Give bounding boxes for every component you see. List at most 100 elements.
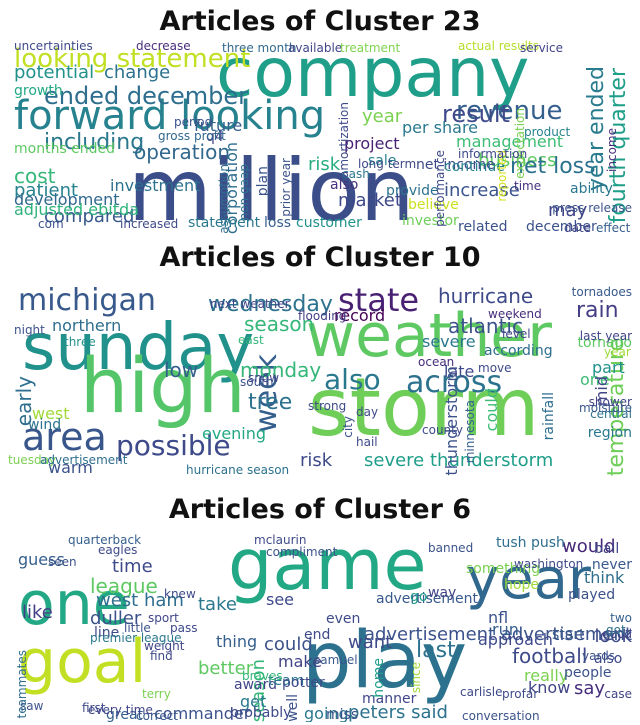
cloud-word: months ended [14, 141, 116, 157]
cloud-word: tree [248, 390, 293, 415]
cloud-word: increased [120, 217, 179, 231]
cloud-word: part [592, 358, 625, 377]
cloud-word: never [591, 557, 632, 573]
cloud-panel-1: Articles of Cluster 23 million company for… [0, 0, 640, 236]
cloud-word: quarterback [68, 533, 142, 547]
cloud-word: game [228, 530, 427, 606]
cloud-word: wind [28, 417, 62, 433]
cloud-word: investor [402, 213, 459, 229]
cloud-word: also [324, 363, 381, 396]
cloud-word: great [106, 707, 144, 722]
cloud-word: washington [514, 557, 584, 571]
cloud-word: performance [433, 150, 447, 227]
cloud-word: loss [264, 215, 292, 231]
cloud-word: potter [282, 675, 325, 691]
cloud-word: hail [356, 435, 378, 449]
cloud-word: home [371, 658, 387, 698]
cloud-word: revenue [456, 96, 563, 126]
cloud-word: tornado [577, 335, 632, 351]
cloud-word: looking statement [14, 44, 251, 74]
cloud-word: hurricane [438, 284, 534, 308]
cloud-word: say [574, 678, 606, 699]
cloud-word: investment [110, 176, 201, 195]
cloud-word: warm [48, 458, 93, 476]
cloud-word: severe [422, 332, 476, 351]
cloud-word: com [38, 217, 64, 231]
cloud-word: may [548, 200, 588, 221]
cloud-word: level [502, 327, 531, 341]
cloud-word: weight [144, 639, 185, 653]
cloud-word: ability [570, 181, 613, 197]
cloud-word: period [174, 115, 213, 129]
cloud-word: last [416, 638, 456, 663]
cloud-word: related [458, 219, 508, 234]
cloud-word: shower [588, 395, 632, 409]
cloud-word: year [604, 345, 631, 359]
panel-title: Articles of Cluster 10 [159, 242, 481, 273]
cloud-word: treatment [340, 41, 401, 55]
cloud-word: braves [242, 669, 283, 683]
cloud-word: little [124, 621, 151, 635]
cloud-word: teammates [15, 650, 29, 719]
cloud-word: one [18, 569, 130, 639]
cloud-word: weather [306, 301, 552, 371]
cloud-word: ended december [44, 82, 249, 110]
cloud-word: management [456, 132, 564, 151]
cloud-word: ball [594, 541, 620, 557]
cloud-word: effect [596, 221, 631, 234]
cloud-word: duller [90, 608, 142, 629]
cloud-word: start [552, 627, 585, 643]
cloud-word: result [442, 100, 510, 128]
cloud-word: adjusted ebitda [14, 200, 139, 219]
cloud-word: according [484, 343, 553, 359]
cloud-word: weekend [488, 307, 542, 321]
cloud-word: sport [148, 611, 179, 625]
cloud-word: december [526, 219, 597, 234]
panel-title: Articles of Cluster 6 [168, 494, 472, 525]
cloud-word: monday [240, 358, 322, 382]
cloud-word: case [604, 687, 632, 701]
cloud-word: make [278, 652, 322, 671]
cloud-word: two [610, 611, 632, 625]
cloud-word: flooding [298, 309, 347, 323]
cloud-word: million [128, 141, 415, 234]
cloud-word: go [410, 589, 428, 605]
cloud-word: probably [230, 705, 292, 721]
cloud-word: forward looking [14, 93, 326, 139]
cloud-word: strong [308, 399, 347, 413]
cloud-word: even [326, 611, 361, 627]
cloud-word: change [104, 62, 171, 83]
cloud-word: service [520, 41, 563, 55]
cloud-word: increase [444, 180, 520, 201]
cloud-word: late [444, 362, 475, 381]
cloud-word: region [587, 425, 632, 441]
cloud-word: record [334, 306, 386, 325]
cloud-word: south [240, 375, 274, 389]
cloud-word: premier league [90, 631, 182, 645]
cloud-word: income [605, 128, 619, 172]
cloud-word: like [22, 602, 53, 623]
cloud-word: would [562, 536, 616, 557]
cloud-word: prior year [279, 158, 293, 217]
cloud-word: ocean [418, 355, 455, 369]
cloud-word: next weather [210, 297, 290, 311]
cloud-word: pass [170, 621, 198, 635]
cloud-word: available [288, 41, 343, 55]
cloud-word: approach [478, 630, 553, 649]
cloud-word: sale [368, 153, 397, 169]
cloud-word: cash [342, 167, 370, 181]
cloud-word: atlantic [448, 314, 523, 338]
cloud-word: banned [428, 541, 474, 555]
cloud-word: thing [216, 632, 258, 651]
cloud-word: advertisement advertisement [363, 624, 632, 645]
cloud-word: decrease [136, 39, 191, 53]
cloud-word: wednesday [208, 292, 333, 317]
cloud-word: saw [20, 699, 44, 713]
cloud-word: season [244, 312, 315, 336]
cloud-word: year [362, 106, 403, 127]
cloud-word: guess [18, 550, 65, 569]
cloud-word: carlisle [460, 685, 503, 699]
cloud-word: since [409, 662, 423, 694]
cloud-word: also [594, 651, 623, 667]
cloud-word: growth [14, 83, 63, 99]
